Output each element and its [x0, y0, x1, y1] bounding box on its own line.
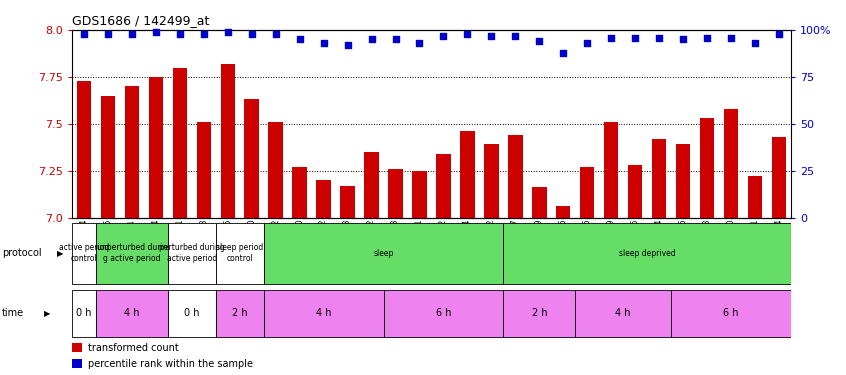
Bar: [316, 180, 331, 218]
Text: ▶: ▶: [44, 309, 51, 318]
Bar: [772, 137, 786, 218]
Bar: [268, 122, 283, 218]
Bar: [293, 167, 307, 218]
Text: 0 h: 0 h: [76, 308, 91, 318]
Bar: [503, 290, 575, 336]
Text: active period
control: active period control: [58, 243, 109, 263]
Point: [269, 31, 283, 37]
Bar: [244, 99, 259, 218]
Point: [557, 50, 570, 55]
Text: protocol: protocol: [2, 248, 41, 258]
Point: [700, 34, 714, 40]
Point: [341, 42, 354, 48]
Text: 2 h: 2 h: [232, 308, 248, 318]
Point: [197, 31, 211, 37]
Bar: [412, 171, 426, 217]
Point: [460, 31, 474, 37]
Text: 4 h: 4 h: [316, 308, 332, 318]
Text: percentile rank within the sample: percentile rank within the sample: [88, 359, 253, 369]
Point: [173, 31, 186, 37]
Bar: [149, 77, 163, 218]
Point: [77, 31, 91, 37]
Bar: [340, 186, 354, 218]
Bar: [264, 222, 503, 284]
Bar: [216, 290, 264, 336]
Text: 6 h: 6 h: [436, 308, 451, 318]
Bar: [365, 152, 379, 217]
Point: [508, 33, 522, 39]
Bar: [72, 222, 96, 284]
Point: [413, 40, 426, 46]
Point: [677, 36, 690, 42]
Text: 0 h: 0 h: [184, 308, 200, 318]
Bar: [671, 290, 791, 336]
Bar: [628, 165, 642, 218]
Bar: [124, 86, 139, 218]
Text: sleep: sleep: [373, 249, 393, 258]
Bar: [72, 359, 82, 368]
Bar: [388, 169, 403, 217]
Bar: [96, 222, 168, 284]
Point: [125, 31, 139, 37]
Bar: [700, 118, 714, 218]
Bar: [101, 96, 115, 218]
Text: 6 h: 6 h: [723, 308, 739, 318]
Point: [629, 34, 642, 40]
Point: [533, 38, 547, 44]
Point: [724, 34, 738, 40]
Text: time: time: [2, 308, 24, 318]
Point: [772, 31, 786, 37]
Point: [149, 29, 162, 35]
Text: 4 h: 4 h: [124, 308, 140, 318]
Bar: [264, 290, 383, 336]
Point: [245, 31, 259, 37]
Point: [652, 34, 666, 40]
Point: [604, 34, 618, 40]
Bar: [748, 176, 762, 218]
Point: [388, 36, 403, 42]
Bar: [652, 139, 667, 218]
Bar: [72, 290, 96, 336]
Text: 4 h: 4 h: [616, 308, 631, 318]
Bar: [604, 122, 618, 218]
Point: [365, 36, 378, 42]
Bar: [168, 222, 216, 284]
Text: 2 h: 2 h: [531, 308, 547, 318]
Bar: [437, 154, 451, 218]
Bar: [532, 188, 547, 218]
Text: transformed count: transformed count: [88, 343, 179, 353]
Bar: [173, 68, 187, 218]
Text: unperturbed durin
g active period: unperturbed durin g active period: [96, 243, 168, 263]
Bar: [221, 64, 235, 217]
Text: GDS1686 / 142499_at: GDS1686 / 142499_at: [72, 15, 209, 27]
Text: ▶: ▶: [57, 249, 63, 258]
Bar: [580, 167, 595, 218]
Point: [221, 29, 234, 35]
Bar: [383, 290, 503, 336]
Bar: [575, 290, 671, 336]
Bar: [77, 81, 91, 218]
Bar: [508, 135, 523, 218]
Point: [749, 40, 762, 46]
Bar: [460, 131, 475, 218]
Point: [485, 33, 498, 39]
Bar: [96, 290, 168, 336]
Point: [293, 36, 306, 42]
Point: [437, 33, 450, 39]
Point: [316, 40, 330, 46]
Text: perturbed during
active period: perturbed during active period: [159, 243, 225, 263]
Point: [580, 40, 594, 46]
Bar: [216, 222, 264, 284]
Text: sleep deprived: sleep deprived: [619, 249, 675, 258]
Bar: [168, 290, 216, 336]
Point: [101, 31, 114, 37]
Bar: [196, 122, 211, 218]
Bar: [484, 144, 498, 218]
Bar: [503, 222, 791, 284]
Text: sleep period
control: sleep period control: [216, 243, 263, 263]
Bar: [72, 343, 82, 352]
Bar: [724, 109, 739, 217]
Bar: [676, 144, 690, 218]
Bar: [556, 206, 570, 218]
